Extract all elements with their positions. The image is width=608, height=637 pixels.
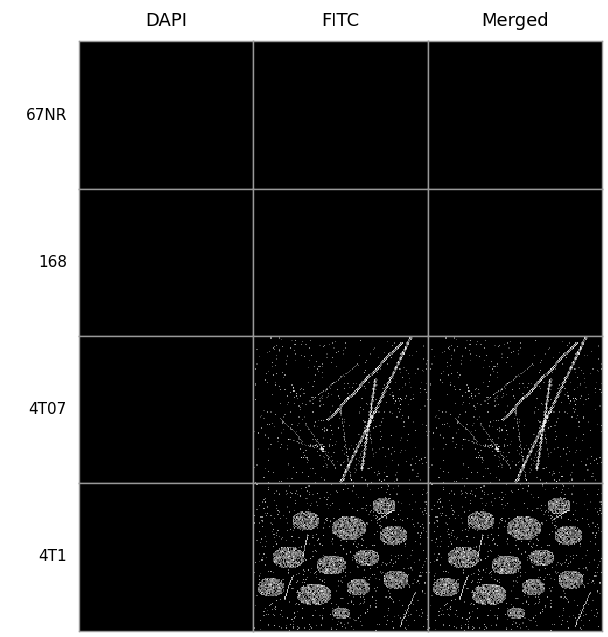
Text: 4T1: 4T1 <box>38 550 67 564</box>
Text: 67NR: 67NR <box>26 108 67 122</box>
Text: FITC: FITC <box>322 11 359 30</box>
Text: DAPI: DAPI <box>145 11 187 30</box>
Text: 4T07: 4T07 <box>29 402 67 417</box>
Text: Merged: Merged <box>481 11 548 30</box>
Text: 168: 168 <box>38 255 67 270</box>
